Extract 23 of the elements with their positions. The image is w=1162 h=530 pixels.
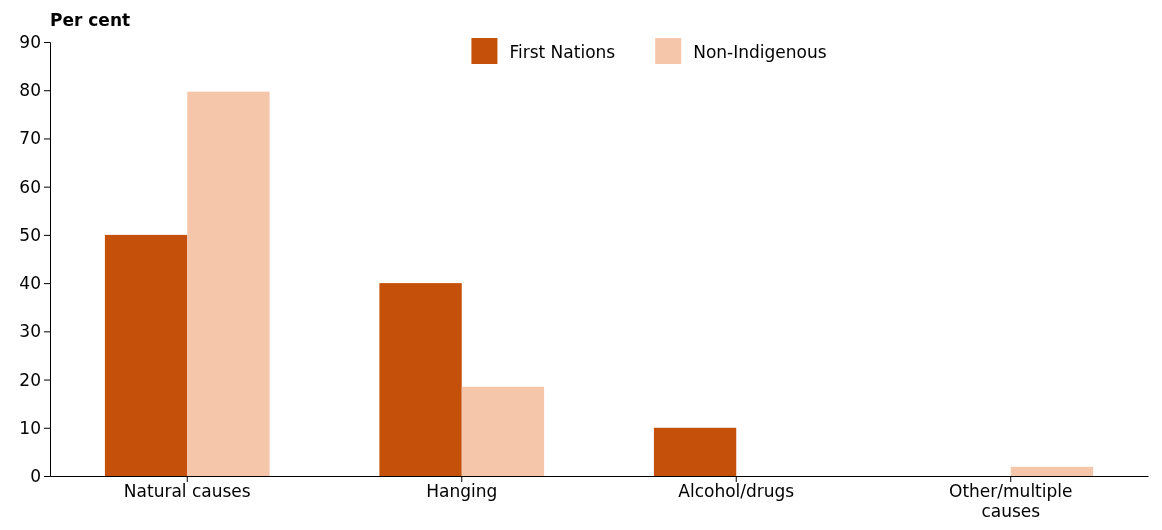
y-tick-label: 40 — [19, 273, 41, 294]
y-tick-label: 0 — [30, 465, 41, 486]
legend-label: First Nations — [509, 42, 616, 62]
legend-label: Non-Indigenous — [693, 42, 827, 62]
bar — [104, 234, 188, 476]
bar — [187, 91, 270, 476]
x-tick-label: Other/multiple causes — [949, 481, 1073, 522]
y-axis-title: Per cent — [50, 10, 131, 30]
y-tick-label: 30 — [19, 321, 41, 342]
y-tick-label: 90 — [19, 31, 41, 52]
x-tick-label: Natural causes — [123, 481, 251, 502]
y-tick-label: 20 — [19, 369, 41, 390]
y-tick-label: 60 — [19, 176, 41, 197]
y-tick-label: 10 — [19, 417, 41, 438]
x-tick-label: Alcohol/drugs — [678, 481, 795, 502]
bar — [379, 283, 462, 476]
bar — [1010, 466, 1094, 476]
bar — [461, 386, 545, 476]
y-tick-label: 80 — [19, 80, 41, 101]
x-tick-label: Hanging — [426, 481, 498, 502]
y-tick-label: 50 — [19, 224, 41, 245]
y-tick-label: 70 — [19, 128, 41, 149]
bar — [653, 427, 737, 476]
